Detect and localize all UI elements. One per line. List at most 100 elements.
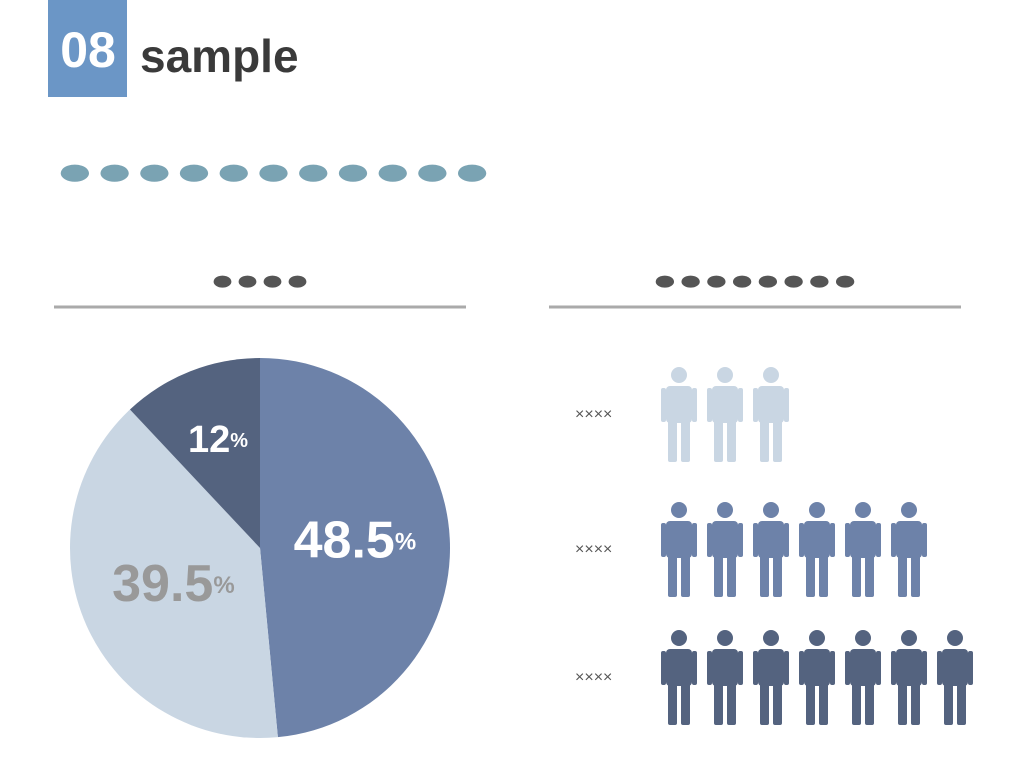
person-torso bbox=[712, 521, 738, 558]
person-leg bbox=[865, 682, 874, 725]
person-leg bbox=[773, 419, 782, 462]
number-box bbox=[48, 0, 127, 97]
person-arm bbox=[876, 651, 881, 685]
person-arm bbox=[738, 523, 743, 557]
person-head bbox=[855, 630, 871, 646]
person-leg bbox=[668, 419, 677, 462]
person-torso bbox=[896, 521, 922, 558]
slice-label-unit: % bbox=[395, 529, 416, 556]
person-leg bbox=[865, 554, 874, 597]
person-arm bbox=[891, 651, 896, 685]
person-icon bbox=[753, 367, 789, 462]
person-arm bbox=[784, 388, 789, 422]
person-icon bbox=[753, 630, 789, 725]
person-icon bbox=[937, 630, 973, 725]
person-leg bbox=[806, 682, 815, 725]
person-leg bbox=[714, 682, 723, 725]
slice-label-unit: % bbox=[213, 572, 234, 599]
pie-slice bbox=[129, 358, 260, 548]
slide-number: 08 bbox=[60, 22, 116, 78]
slice-label-number: 39.5 bbox=[112, 555, 213, 613]
person-torso bbox=[850, 521, 876, 558]
person-arm bbox=[661, 523, 666, 557]
person-leg bbox=[957, 682, 966, 725]
person-leg bbox=[819, 682, 828, 725]
person-leg bbox=[727, 554, 736, 597]
person-arm bbox=[692, 388, 697, 422]
person-arm bbox=[891, 523, 896, 557]
person-arm bbox=[784, 523, 789, 557]
person-leg bbox=[898, 554, 907, 597]
person-arm bbox=[845, 651, 850, 685]
pie-slice bbox=[69, 409, 278, 739]
person-leg bbox=[681, 419, 690, 462]
row-label: ×××× bbox=[575, 541, 612, 558]
person-icon bbox=[707, 367, 743, 462]
slide-title: sample bbox=[140, 30, 299, 82]
person-icon bbox=[707, 630, 743, 725]
person-arm bbox=[661, 651, 666, 685]
person-torso bbox=[896, 649, 922, 686]
person-head bbox=[809, 502, 825, 518]
person-icon bbox=[661, 502, 697, 597]
person-arm bbox=[753, 523, 758, 557]
person-arm bbox=[707, 388, 712, 422]
person-head bbox=[947, 630, 963, 646]
person-leg bbox=[852, 554, 861, 597]
person-icon bbox=[707, 502, 743, 597]
person-icon bbox=[845, 630, 881, 725]
person-torso bbox=[804, 649, 830, 686]
slice-label-number: 48.5 bbox=[294, 511, 395, 569]
person-arm bbox=[876, 523, 881, 557]
person-head bbox=[855, 502, 871, 518]
person-head bbox=[901, 630, 917, 646]
person-torso bbox=[666, 386, 692, 423]
row-label: ×××× bbox=[575, 406, 612, 423]
person-leg bbox=[760, 554, 769, 597]
person-head bbox=[809, 630, 825, 646]
person-icon bbox=[753, 502, 789, 597]
person-leg bbox=[668, 554, 677, 597]
slice-label: 39.5% bbox=[112, 555, 235, 613]
person-leg bbox=[727, 419, 736, 462]
person-arm bbox=[784, 651, 789, 685]
person-arm bbox=[692, 523, 697, 557]
person-leg bbox=[773, 554, 782, 597]
person-leg bbox=[760, 419, 769, 462]
person-leg bbox=[773, 682, 782, 725]
person-torso bbox=[758, 521, 784, 558]
person-torso bbox=[758, 649, 784, 686]
person-icon bbox=[799, 630, 835, 725]
person-arm bbox=[799, 651, 804, 685]
person-icon bbox=[661, 367, 697, 462]
person-arm bbox=[799, 523, 804, 557]
person-arm bbox=[937, 651, 942, 685]
person-arm bbox=[707, 651, 712, 685]
person-arm bbox=[922, 651, 927, 685]
person-leg bbox=[760, 682, 769, 725]
row-label: ×××× bbox=[575, 669, 612, 686]
person-leg bbox=[806, 554, 815, 597]
person-leg bbox=[911, 554, 920, 597]
person-torso bbox=[942, 649, 968, 686]
person-head bbox=[763, 367, 779, 383]
person-arm bbox=[830, 651, 835, 685]
person-head bbox=[763, 630, 779, 646]
person-leg bbox=[944, 682, 953, 725]
slice-label-number: 12 bbox=[188, 419, 230, 461]
person-torso bbox=[804, 521, 830, 558]
person-leg bbox=[714, 419, 723, 462]
person-head bbox=[763, 502, 779, 518]
person-arm bbox=[661, 388, 666, 422]
pie-slice bbox=[260, 358, 451, 738]
person-icon bbox=[799, 502, 835, 597]
person-torso bbox=[666, 649, 692, 686]
person-leg bbox=[681, 682, 690, 725]
person-icon bbox=[845, 502, 881, 597]
person-head bbox=[671, 630, 687, 646]
person-torso bbox=[666, 521, 692, 558]
slice-label: 12% bbox=[188, 419, 248, 461]
slice-label: 48.5% bbox=[294, 511, 417, 569]
